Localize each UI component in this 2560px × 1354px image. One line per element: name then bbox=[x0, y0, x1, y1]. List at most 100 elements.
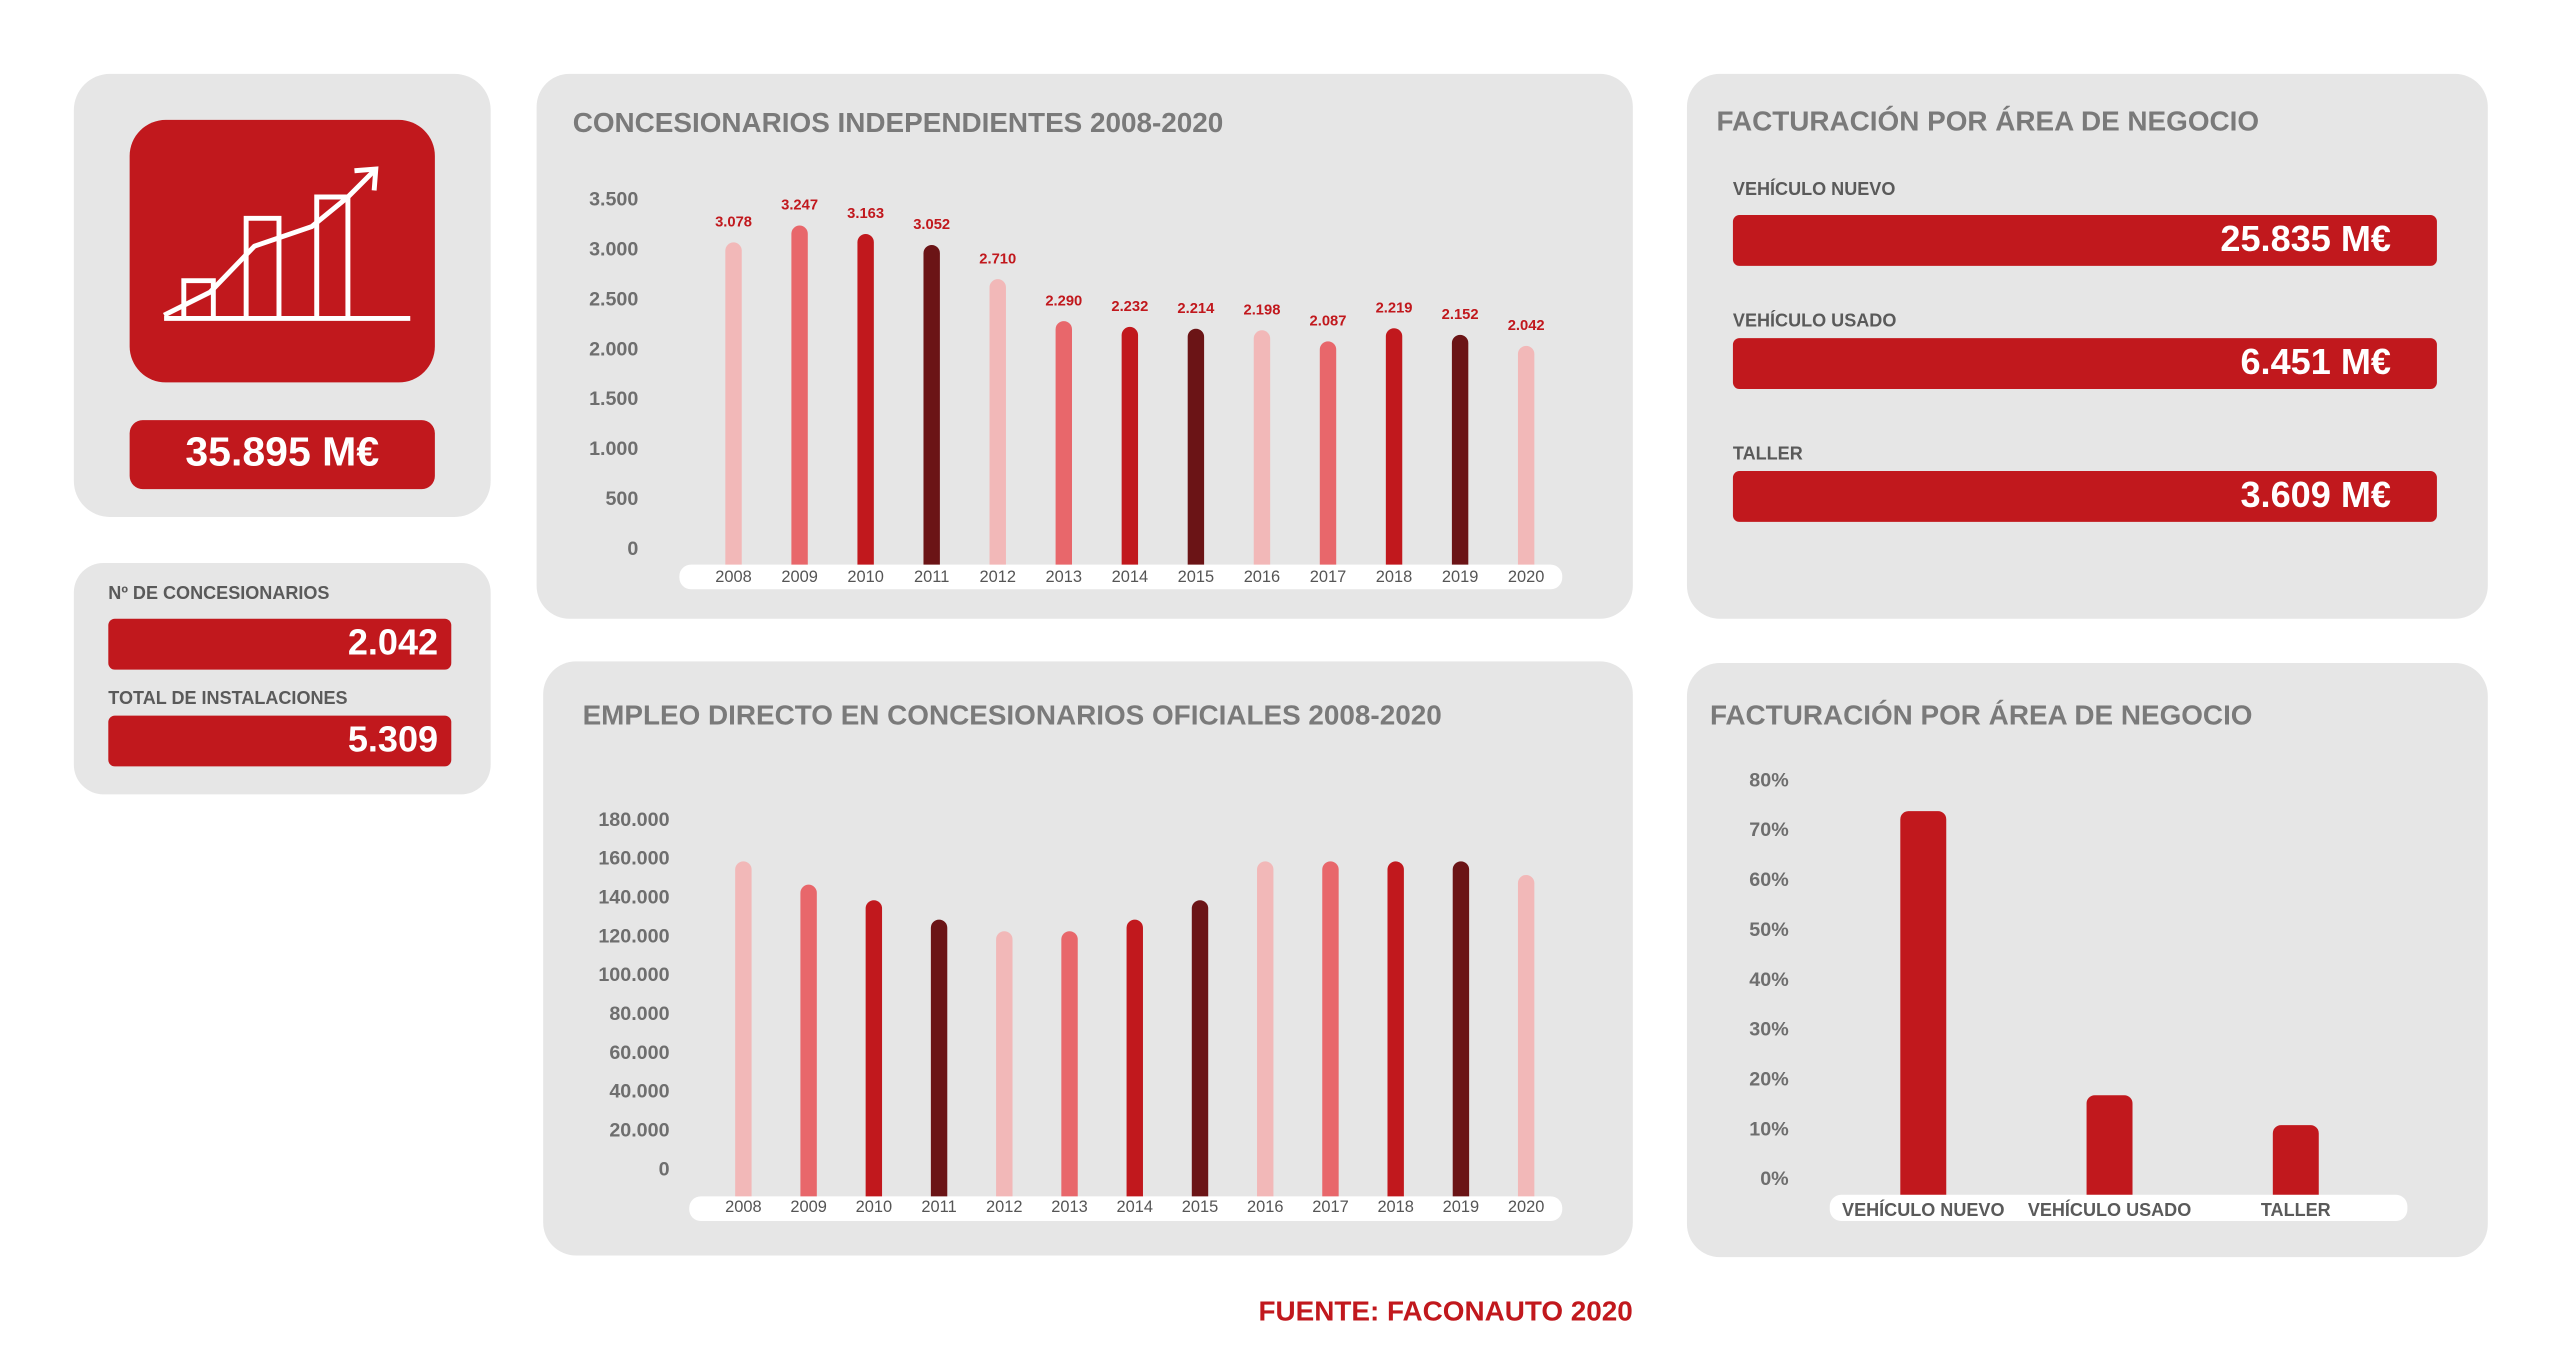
y-tick-label: 30% bbox=[1749, 1019, 1788, 1041]
growth-icon bbox=[163, 166, 411, 321]
stat-label: TOTAL DE INSTALACIONES bbox=[108, 688, 347, 708]
chart-title: FACTURACIÓN POR ÁREA DE NEGOCIO bbox=[1710, 700, 2253, 731]
bar bbox=[1187, 328, 1205, 577]
bar bbox=[996, 931, 1013, 1209]
y-tick-label: 0 bbox=[627, 538, 638, 560]
y-tick-label: 1.000 bbox=[589, 438, 638, 460]
revenue-value: 3.609 M€ bbox=[2240, 474, 2391, 515]
y-tick-label: 100.000 bbox=[598, 964, 669, 986]
bar bbox=[989, 279, 1006, 577]
bar bbox=[1387, 861, 1404, 1209]
x-tick-label: 2019 bbox=[1443, 1198, 1480, 1216]
chart-title: CONCESIONARIOS INDEPENDIENTES 2008-2020 bbox=[573, 107, 1224, 138]
revenue-panel: FACTURACIÓN POR ÁREA DE NEGOCIO VEHÍCULO… bbox=[1686, 73, 2488, 619]
bar bbox=[1900, 811, 1947, 1208]
y-tick-label: 3.500 bbox=[589, 188, 638, 210]
value-label: 3.163 bbox=[847, 206, 884, 222]
stat-box bbox=[108, 715, 452, 767]
value-label: 2.087 bbox=[1310, 314, 1347, 330]
x-tick-label: 2014 bbox=[1117, 1198, 1154, 1216]
bar bbox=[2272, 1125, 2319, 1208]
y-tick-label: 70% bbox=[1749, 819, 1788, 841]
x-tick-label: 2012 bbox=[986, 1198, 1023, 1216]
x-tick-label: 2018 bbox=[1377, 1198, 1414, 1216]
bar bbox=[857, 233, 874, 577]
axis-strip bbox=[679, 564, 1563, 590]
y-tick-label: 20.000 bbox=[609, 1119, 669, 1141]
revenue-value: 6.451 M€ bbox=[2240, 341, 2391, 382]
x-tick-label: VEHÍCULO NUEVO bbox=[1842, 1199, 2004, 1220]
x-tick-label: 2016 bbox=[1247, 1198, 1284, 1216]
x-tick-label: VEHÍCULO USADO bbox=[2028, 1199, 2191, 1220]
stat-value: 2.042 bbox=[348, 622, 438, 663]
x-tick-label: 2011 bbox=[921, 1198, 956, 1216]
total-value: 35.895 M€ bbox=[185, 428, 379, 474]
x-tick-label: 2010 bbox=[856, 1198, 893, 1216]
x-tick-label: 2008 bbox=[725, 1198, 762, 1216]
bar bbox=[1517, 874, 1535, 1209]
revenue-value: 25.835 M€ bbox=[2220, 218, 2391, 259]
value-label: 3.247 bbox=[781, 198, 818, 214]
revenue-label: VEHÍCULO NUEVO bbox=[1733, 178, 1895, 199]
stat-label: Nº DE CONCESIONARIOS bbox=[108, 583, 329, 603]
x-tick-label: 2012 bbox=[979, 568, 1016, 586]
x-tick-label: 2016 bbox=[1244, 568, 1281, 586]
bar bbox=[1451, 334, 1469, 577]
revenue-box bbox=[1732, 471, 2437, 522]
value-label: 2.219 bbox=[1376, 300, 1413, 316]
revenue-label: VEHÍCULO USADO bbox=[1733, 309, 1896, 330]
y-tick-label: 60.000 bbox=[609, 1042, 669, 1064]
kpi-total-panel: 35.895 M€ bbox=[73, 73, 491, 517]
bar bbox=[865, 900, 883, 1209]
revenue-label: TALLER bbox=[1733, 443, 1803, 463]
bar bbox=[1061, 931, 1078, 1209]
kpi-stats-panel: Nº DE CONCESIONARIOS 2.042 TOTAL DE INST… bbox=[73, 562, 491, 795]
x-tick-label: 2013 bbox=[1051, 1198, 1088, 1216]
y-tick-label: 120.000 bbox=[598, 925, 669, 947]
x-tick-label: 2013 bbox=[1046, 568, 1083, 586]
value-label: 3.052 bbox=[913, 217, 950, 233]
x-tick-label: 2020 bbox=[1508, 568, 1545, 586]
x-tick-label: 2017 bbox=[1312, 1198, 1349, 1216]
x-tick-label: 2017 bbox=[1310, 568, 1347, 586]
panel bbox=[536, 73, 1633, 619]
stat-value: 5.309 bbox=[348, 718, 438, 759]
x-tick-label: 2008 bbox=[715, 568, 752, 586]
chart-title: EMPLEO DIRECTO EN CONCESIONARIOS OFICIAL… bbox=[583, 700, 1442, 731]
value-label: 2.198 bbox=[1243, 303, 1280, 319]
y-tick-label: 160.000 bbox=[598, 848, 669, 870]
x-tick-label: TALLER bbox=[2261, 1200, 2331, 1220]
y-tick-label: 20% bbox=[1749, 1068, 1788, 1090]
x-tick-label: 2015 bbox=[1182, 1198, 1219, 1216]
x-tick-label: 2009 bbox=[781, 568, 818, 586]
bar bbox=[1517, 345, 1535, 577]
y-tick-label: 50% bbox=[1749, 919, 1788, 941]
bar bbox=[1319, 341, 1337, 577]
bar bbox=[1126, 919, 1143, 1209]
value-label: 2.042 bbox=[1508, 318, 1545, 334]
bar bbox=[1121, 326, 1139, 577]
x-tick-label: 2019 bbox=[1442, 568, 1479, 586]
bar bbox=[1191, 900, 1209, 1209]
y-tick-label: 2.000 bbox=[589, 338, 638, 360]
bar bbox=[1257, 861, 1274, 1209]
x-tick-label: 2009 bbox=[790, 1198, 827, 1216]
y-tick-label: 40% bbox=[1749, 969, 1788, 991]
bar bbox=[1385, 328, 1403, 577]
x-tick-label: 2020 bbox=[1508, 1198, 1545, 1216]
bar bbox=[1055, 321, 1072, 577]
icon-bg bbox=[129, 119, 435, 383]
bar bbox=[1253, 330, 1271, 577]
bar bbox=[735, 861, 752, 1209]
bar bbox=[2086, 1095, 2133, 1208]
y-tick-label: 3.000 bbox=[589, 238, 638, 260]
bar bbox=[923, 245, 940, 577]
bar bbox=[800, 884, 817, 1209]
y-tick-label: 1.500 bbox=[589, 388, 638, 410]
x-tick-label: 2018 bbox=[1376, 568, 1413, 586]
bar bbox=[1452, 861, 1470, 1209]
value-label: 3.078 bbox=[715, 215, 752, 231]
x-tick-label: 2011 bbox=[914, 568, 949, 586]
y-tick-label: 40.000 bbox=[609, 1081, 669, 1103]
